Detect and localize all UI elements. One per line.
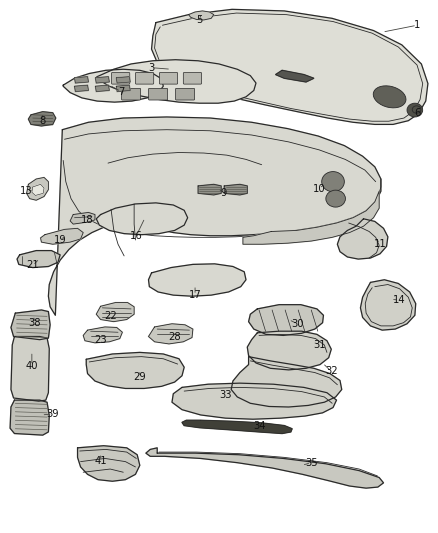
Text: 41: 41 [94, 456, 107, 466]
Polygon shape [182, 420, 292, 433]
Text: 23: 23 [94, 335, 107, 345]
Polygon shape [172, 383, 336, 419]
FancyBboxPatch shape [135, 72, 154, 84]
Text: 39: 39 [46, 409, 59, 419]
Polygon shape [188, 11, 214, 20]
FancyBboxPatch shape [148, 88, 168, 100]
Polygon shape [276, 70, 314, 82]
Polygon shape [97, 60, 256, 103]
Polygon shape [83, 327, 122, 343]
Polygon shape [74, 85, 88, 92]
Text: 38: 38 [28, 318, 40, 328]
Ellipse shape [407, 103, 423, 117]
Polygon shape [95, 85, 110, 92]
Polygon shape [11, 336, 49, 401]
Text: 16: 16 [130, 231, 143, 241]
Polygon shape [249, 305, 323, 335]
Text: 29: 29 [134, 373, 146, 382]
Polygon shape [96, 303, 134, 321]
Text: 13: 13 [20, 186, 33, 196]
FancyBboxPatch shape [121, 88, 141, 100]
Polygon shape [198, 184, 221, 195]
Polygon shape [224, 184, 247, 195]
Polygon shape [48, 117, 381, 316]
Ellipse shape [412, 106, 421, 114]
Text: 1: 1 [414, 20, 420, 30]
Text: 31: 31 [313, 340, 325, 350]
Ellipse shape [373, 86, 406, 108]
Text: 10: 10 [313, 183, 325, 193]
Text: 32: 32 [325, 367, 338, 376]
Polygon shape [116, 77, 130, 83]
Text: 17: 17 [189, 290, 201, 300]
Text: 30: 30 [291, 319, 304, 329]
Text: 14: 14 [392, 295, 405, 305]
Polygon shape [148, 324, 193, 344]
Polygon shape [247, 331, 331, 370]
Ellipse shape [322, 172, 344, 192]
Text: 3: 3 [148, 63, 155, 72]
Polygon shape [152, 10, 428, 124]
Ellipse shape [326, 190, 346, 207]
Polygon shape [70, 213, 95, 224]
FancyBboxPatch shape [184, 72, 201, 84]
Polygon shape [148, 264, 246, 296]
Polygon shape [243, 191, 379, 244]
Text: 22: 22 [104, 311, 117, 321]
Text: 8: 8 [39, 116, 46, 126]
Polygon shape [95, 77, 110, 83]
Text: 40: 40 [25, 361, 38, 370]
Polygon shape [146, 448, 384, 488]
Text: 28: 28 [168, 332, 181, 342]
Text: 18: 18 [81, 215, 94, 225]
Polygon shape [231, 357, 342, 407]
Text: 6: 6 [414, 108, 420, 118]
Polygon shape [86, 352, 184, 389]
Text: 35: 35 [305, 458, 318, 467]
Text: 11: 11 [374, 239, 386, 249]
FancyBboxPatch shape [112, 72, 130, 84]
Polygon shape [17, 251, 60, 268]
Polygon shape [337, 219, 388, 259]
Polygon shape [74, 77, 88, 83]
Polygon shape [116, 85, 130, 92]
Polygon shape [32, 184, 44, 196]
FancyBboxPatch shape [176, 88, 194, 100]
Polygon shape [27, 177, 48, 200]
Polygon shape [360, 280, 416, 330]
Polygon shape [10, 400, 49, 435]
Polygon shape [28, 112, 56, 126]
Text: 21: 21 [26, 261, 39, 270]
Text: 33: 33 [219, 390, 232, 400]
Polygon shape [96, 203, 187, 235]
Polygon shape [78, 446, 140, 481]
Text: 7: 7 [118, 86, 124, 96]
Text: 34: 34 [253, 421, 266, 431]
Polygon shape [11, 310, 50, 340]
Text: 19: 19 [54, 235, 67, 245]
Polygon shape [63, 69, 163, 102]
FancyBboxPatch shape [159, 72, 178, 84]
Text: 5: 5 [196, 15, 203, 25]
Polygon shape [41, 228, 83, 244]
Text: 9: 9 [220, 188, 226, 198]
